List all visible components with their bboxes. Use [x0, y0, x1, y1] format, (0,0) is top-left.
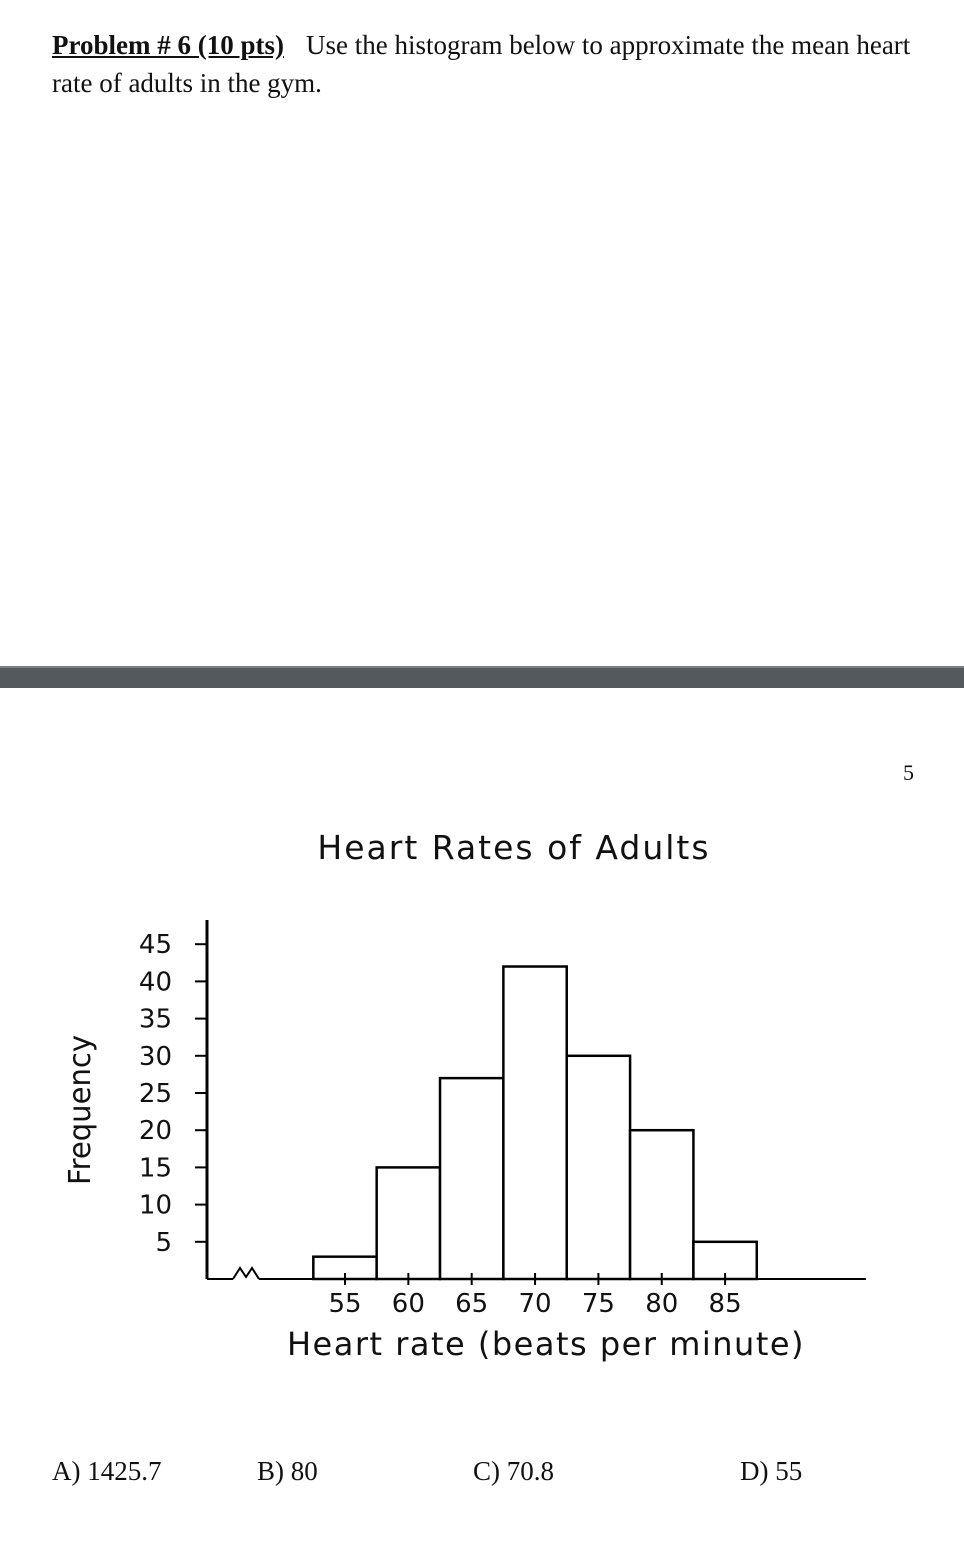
x-tick-label: 55	[328, 1289, 361, 1319]
y-tick-label: 25	[139, 1079, 172, 1109]
y-tick-label: 10	[139, 1191, 172, 1221]
x-axis-ticks: 55 60 65 70 75 80 85	[328, 1273, 742, 1319]
y-tick-label: 5	[155, 1228, 172, 1258]
x-tick-label: 85	[709, 1289, 742, 1319]
x-axis-label: Heart rate (beats per minute)	[287, 1325, 805, 1363]
x-tick-label: 75	[582, 1289, 615, 1319]
y-tick-label: 20	[139, 1116, 172, 1146]
histogram-bar	[692, 1240, 759, 1281]
answer-b[interactable]: B) 80	[257, 1456, 318, 1486]
answer-choices: A) 1425.7 B) 80 C) 70.8 D) 55	[0, 1456, 964, 1496]
y-tick-label: 35	[139, 1005, 172, 1035]
problem-statement: Problem # 6 (10 pts) Use the histogram be…	[52, 26, 912, 102]
page-separator	[0, 666, 964, 688]
chart-title: Heart Rates of Adults	[317, 828, 710, 867]
histogram-bar	[375, 1166, 442, 1281]
problem-text: Use the histogram below to approximate t…	[52, 30, 911, 98]
histogram-chart: Heart Rates of Adults Frequency 5 10 15 20 2…	[63, 828, 866, 1363]
histogram-bar	[628, 1128, 695, 1281]
x-tick-label: 80	[645, 1289, 678, 1319]
histogram-bar	[565, 1054, 632, 1281]
x-tick-label: 60	[392, 1289, 425, 1319]
y-tick-label: 15	[139, 1153, 172, 1183]
problem-heading: Problem # 6 (10 pts)	[52, 30, 284, 60]
histogram-bar	[438, 1076, 505, 1281]
answer-d[interactable]: D) 55	[740, 1456, 803, 1486]
x-tick-label: 65	[455, 1289, 488, 1319]
y-axis-ticks: 5 10 15 20 25 30 35 40 45	[139, 930, 207, 1258]
page-number: 5	[903, 760, 914, 785]
axis-break-mark	[232, 1266, 260, 1280]
histogram-bar	[502, 965, 568, 1281]
answer-a[interactable]: A) 1425.7	[52, 1456, 162, 1486]
answer-c[interactable]: C) 70.8	[473, 1456, 554, 1486]
y-tick-label: 40	[139, 967, 172, 997]
y-tick-label: 30	[139, 1042, 172, 1072]
histogram-bars	[312, 965, 759, 1281]
page-top: Problem # 6 (10 pts) Use the histogram be…	[0, 0, 964, 666]
x-tick-label: 70	[519, 1289, 552, 1319]
y-axis-label: Frequency	[63, 1035, 98, 1185]
y-tick-label: 45	[139, 930, 172, 960]
